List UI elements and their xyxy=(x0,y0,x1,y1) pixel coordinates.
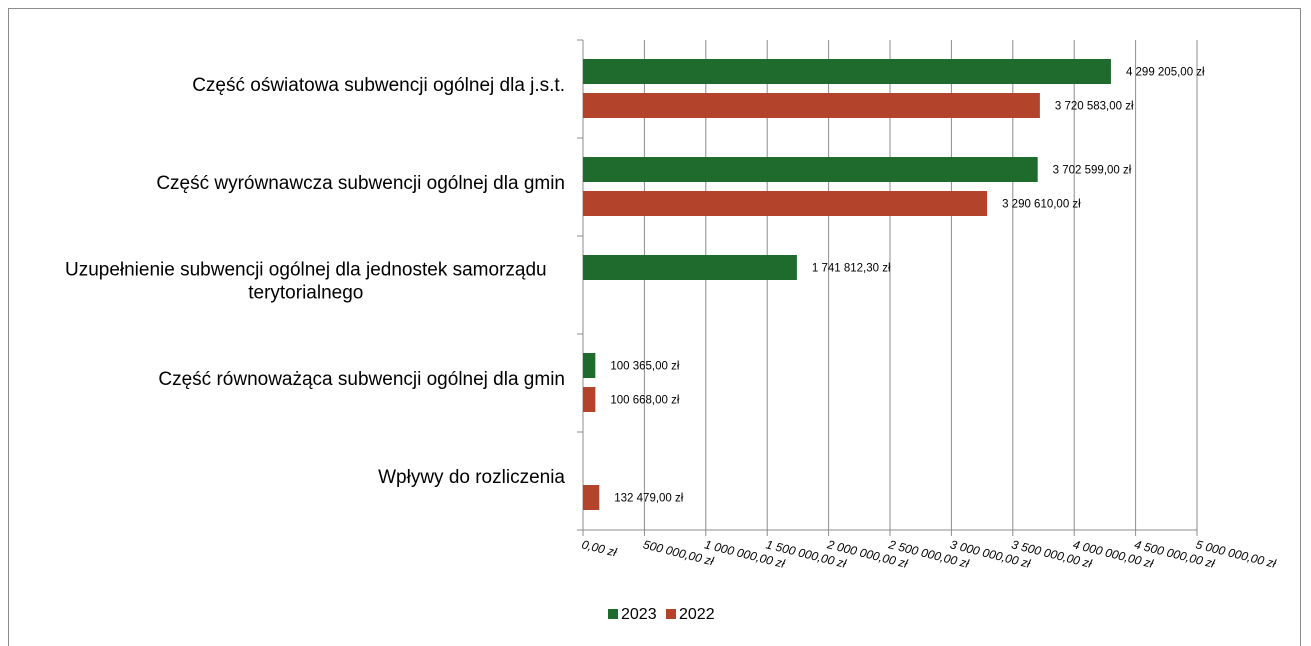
legend-label: 2023 xyxy=(621,606,657,623)
value-tick-label: 500 000,00 zł xyxy=(642,537,716,568)
category-label-line: terytorialnego xyxy=(248,283,363,304)
data-label: 100 668,00 zł xyxy=(610,395,680,407)
category-axis xyxy=(577,39,1197,531)
legend: 2023 2022 xyxy=(608,606,715,623)
category-label: Część równoważąca subwencji ogólnej dla … xyxy=(158,369,565,390)
category-label: Wpływy do rozliczenia xyxy=(378,467,565,488)
data-label: 3 702 599,00 zł xyxy=(1053,165,1132,177)
legend-label: 2022 xyxy=(679,606,715,623)
bar-2022 xyxy=(583,93,1040,118)
data-label: 132 479,00 zł xyxy=(614,493,684,505)
bar-2022 xyxy=(583,191,988,216)
value-tick-label: 0,00 zł xyxy=(580,537,618,559)
bar-2023 xyxy=(583,255,797,280)
gridlines xyxy=(582,40,1198,536)
legend-swatch-2023 xyxy=(608,609,618,619)
category-label: Część wyrównawcza subwencji ogólnej dla … xyxy=(156,173,565,194)
legend-swatch-2022 xyxy=(666,609,676,619)
category-label: Uzupełnienie subwencji ogólnej dla jedno… xyxy=(65,260,547,304)
category-label: Część oświatowa subwencji ogólnej dla j.… xyxy=(192,75,565,96)
bar-2023 xyxy=(583,353,596,378)
data-label: 4 299 205,00 zł xyxy=(1126,67,1205,79)
data-label: 3 720 583,00 zł xyxy=(1055,101,1134,113)
data-label: 100 365,00 zł xyxy=(610,361,680,373)
data-label: 3 290 610,00 zł xyxy=(1002,199,1081,211)
category-labels: Część oświatowa subwencji ogólnej dla j.… xyxy=(65,75,565,488)
bar-2023 xyxy=(583,157,1038,182)
bar-2022 xyxy=(583,485,600,510)
value-tick-labels: 0,00 zł 500 000,00 zł1 000 000,00 zł1 500… xyxy=(580,537,1277,571)
bar-2022 xyxy=(583,387,596,412)
bar-2023 xyxy=(583,59,1111,84)
data-label: 1 741 812,30 zł xyxy=(812,263,891,275)
category-label-line: Uzupełnienie subwencji ogólnej dla jedno… xyxy=(65,260,547,281)
data-labels: 4 299 205,00 zł 3 702 599,00 zł 1 741 812,… xyxy=(610,67,1205,505)
bars xyxy=(583,59,1111,510)
